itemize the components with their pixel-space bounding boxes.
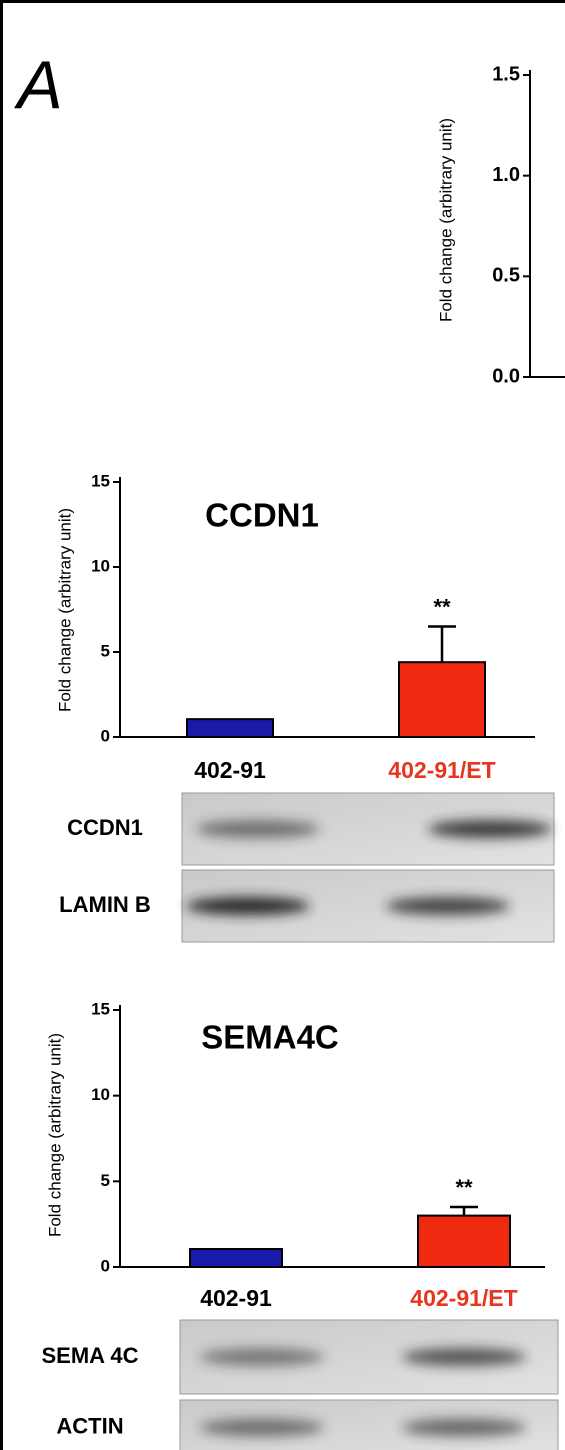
blot-label: SEMA 4C — [42, 1343, 139, 1368]
y-tick-label: 10 — [91, 1085, 110, 1104]
x-tick-label: 402-91/ET — [388, 757, 495, 783]
blot-band — [386, 897, 510, 915]
y-tick-label: 15 — [91, 471, 110, 490]
bar — [186, 718, 274, 739]
chart-title: CCDN1 — [205, 497, 319, 534]
y-tick-label: 5 — [101, 1171, 110, 1190]
y-tick-label: 15 — [91, 999, 110, 1018]
significance: ** — [433, 594, 451, 619]
y-tick-label: 0 — [101, 726, 110, 745]
y-axis-label: Fold change (arbitrary unit) — [45, 1033, 64, 1237]
blot-band — [200, 1348, 324, 1366]
blot-band — [186, 897, 310, 915]
blot-label: LAMIN B — [59, 892, 151, 917]
x-tick-label: 402-91 — [194, 757, 266, 783]
blot-band — [402, 1418, 526, 1437]
panel-label: A — [13, 47, 62, 123]
significance: ** — [455, 1175, 473, 1200]
blot-label: CCDN1 — [67, 815, 143, 840]
bar — [189, 1248, 283, 1269]
y-axis-label: Fold change (arbitrary unit) — [55, 508, 74, 712]
chart-title: SEMA4C — [201, 1019, 339, 1056]
y-tick-label: 1.0 — [492, 164, 520, 186]
y-tick-label: 10 — [91, 556, 110, 575]
blot-band — [428, 820, 552, 838]
bar — [398, 661, 486, 739]
x-tick-label: 402-91/ET — [410, 1285, 517, 1311]
blot-label: ACTIN — [56, 1413, 123, 1438]
y-tick-label: 0.5 — [492, 265, 520, 287]
y-tick-label: 0 — [101, 1256, 110, 1275]
blot-band — [200, 1418, 324, 1437]
blot-band — [402, 1348, 526, 1366]
x-tick-label: 402-91 — [200, 1285, 272, 1311]
bar — [417, 1214, 511, 1268]
y-axis-label: Fold change (arbitrary unit) — [436, 118, 455, 322]
y-tick-label: 5 — [101, 641, 110, 660]
blot-band — [196, 820, 320, 838]
y-tick-label: 1.5 — [492, 63, 520, 85]
y-tick-label: 0.0 — [492, 365, 520, 387]
